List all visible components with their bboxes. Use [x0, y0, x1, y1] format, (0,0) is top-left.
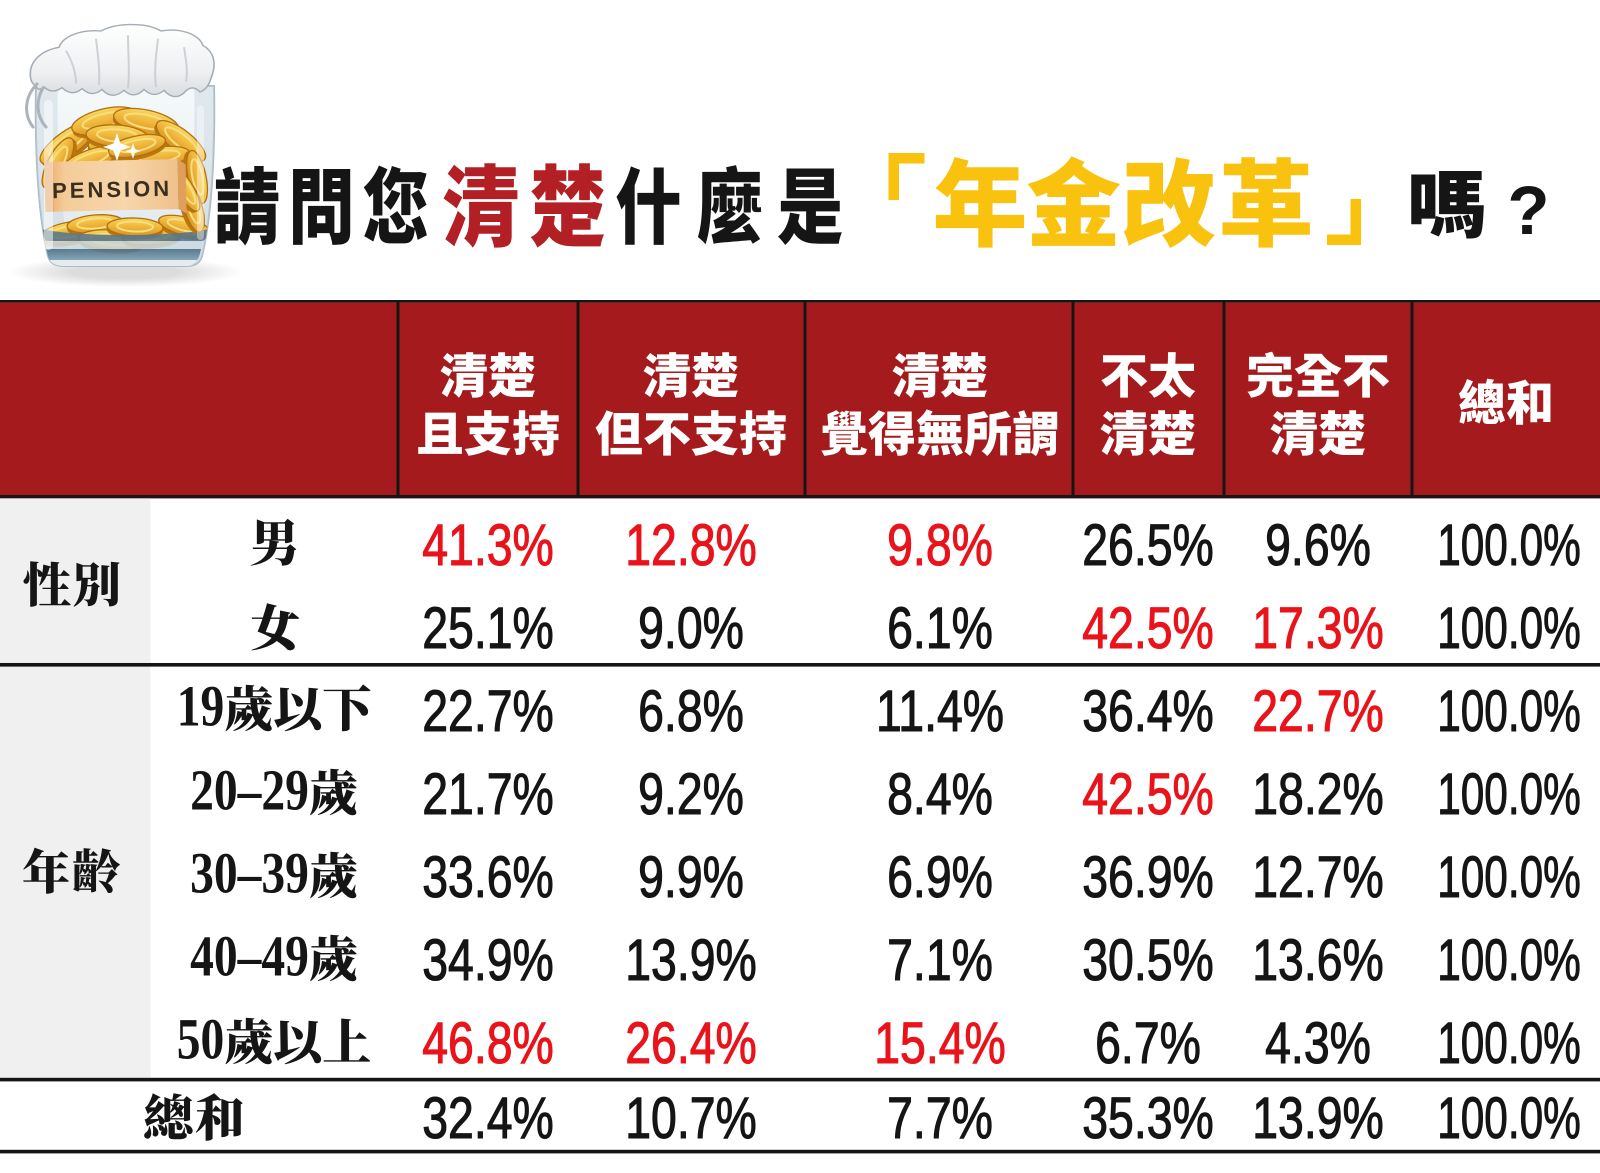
svg-text:100.0%: 100.0% [1437, 679, 1581, 744]
svg-text:9.2%: 9.2% [638, 762, 744, 827]
svg-text:36.4%: 36.4% [1082, 679, 1214, 744]
svg-text:15.4%: 15.4% [874, 1011, 1006, 1076]
svg-text:46.8%: 46.8% [422, 1011, 554, 1076]
svg-text:10.7%: 10.7% [625, 1086, 757, 1151]
svg-text:42.5%: 42.5% [1082, 762, 1214, 827]
svg-text:9.6%: 9.6% [1265, 513, 1371, 578]
svg-text:?: ? [1507, 172, 1549, 249]
svg-text:25.1%: 25.1% [422, 596, 554, 661]
svg-text:12.7%: 12.7% [1252, 845, 1384, 910]
svg-text:6.8%: 6.8% [638, 679, 744, 744]
svg-text:22.7%: 22.7% [422, 679, 554, 744]
svg-text:12.8%: 12.8% [625, 513, 757, 578]
svg-text:100.0%: 100.0% [1437, 513, 1581, 578]
svg-text:100.0%: 100.0% [1437, 1011, 1581, 1076]
svg-text:33.6%: 33.6% [422, 845, 554, 910]
svg-text:30–39: 30–39 [190, 842, 309, 905]
svg-text:41.3%: 41.3% [422, 513, 554, 578]
svg-text:100.0%: 100.0% [1437, 596, 1581, 661]
svg-text:13.9%: 13.9% [1252, 1086, 1384, 1151]
svg-text:35.3%: 35.3% [1082, 1086, 1214, 1151]
svg-text:13.6%: 13.6% [1252, 928, 1384, 993]
svg-text:34.9%: 34.9% [422, 928, 554, 993]
svg-text:22.7%: 22.7% [1252, 679, 1384, 744]
svg-text:32.4%: 32.4% [422, 1086, 554, 1151]
svg-text:40–49: 40–49 [190, 925, 309, 988]
svg-text:26.4%: 26.4% [625, 1011, 757, 1076]
svg-text:42.5%: 42.5% [1082, 596, 1214, 661]
svg-text:36.9%: 36.9% [1082, 845, 1214, 910]
svg-text:100.0%: 100.0% [1437, 762, 1581, 827]
svg-text:9.9%: 9.9% [638, 845, 744, 910]
svg-text:4.3%: 4.3% [1265, 1011, 1371, 1076]
svg-text:7.1%: 7.1% [887, 928, 993, 993]
svg-text:20–29: 20–29 [190, 759, 309, 822]
svg-text:21.7%: 21.7% [422, 762, 554, 827]
svg-text:50: 50 [177, 1008, 225, 1071]
svg-text:6.9%: 6.9% [887, 845, 993, 910]
svg-text:17.3%: 17.3% [1252, 596, 1384, 661]
svg-text:7.7%: 7.7% [887, 1086, 993, 1151]
svg-text:100.0%: 100.0% [1437, 1086, 1581, 1151]
svg-text:8.4%: 8.4% [887, 762, 993, 827]
svg-text:19: 19 [177, 675, 225, 738]
svg-text:6.7%: 6.7% [1095, 1011, 1201, 1076]
svg-text:6.1%: 6.1% [887, 596, 993, 661]
svg-text:26.5%: 26.5% [1082, 513, 1214, 578]
svg-text:30.5%: 30.5% [1082, 928, 1214, 993]
svg-text:9.0%: 9.0% [638, 596, 744, 661]
svg-text:11.4%: 11.4% [876, 679, 1004, 744]
svg-text:13.9%: 13.9% [625, 928, 757, 993]
svg-text:18.2%: 18.2% [1252, 762, 1384, 827]
svg-text:100.0%: 100.0% [1437, 845, 1581, 910]
svg-text:100.0%: 100.0% [1437, 928, 1581, 993]
svg-text:9.8%: 9.8% [887, 513, 993, 578]
svg-text:PENSION: PENSION [52, 176, 173, 204]
